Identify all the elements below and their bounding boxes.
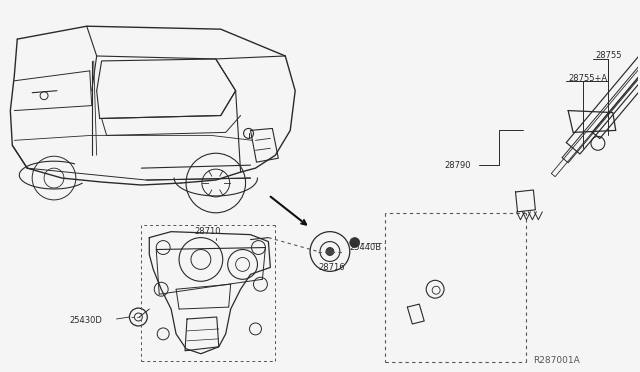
Text: 28755: 28755 (595, 51, 621, 61)
Circle shape (350, 238, 360, 247)
Text: 28755+A: 28755+A (568, 74, 607, 83)
Text: 25430D: 25430D (70, 317, 103, 326)
Circle shape (326, 247, 334, 256)
Text: 28790: 28790 (444, 161, 470, 170)
Text: 28716: 28716 (318, 263, 344, 272)
Text: 28710: 28710 (194, 227, 220, 236)
Text: 25440B: 25440B (350, 243, 382, 252)
Text: R287001A: R287001A (533, 356, 580, 365)
